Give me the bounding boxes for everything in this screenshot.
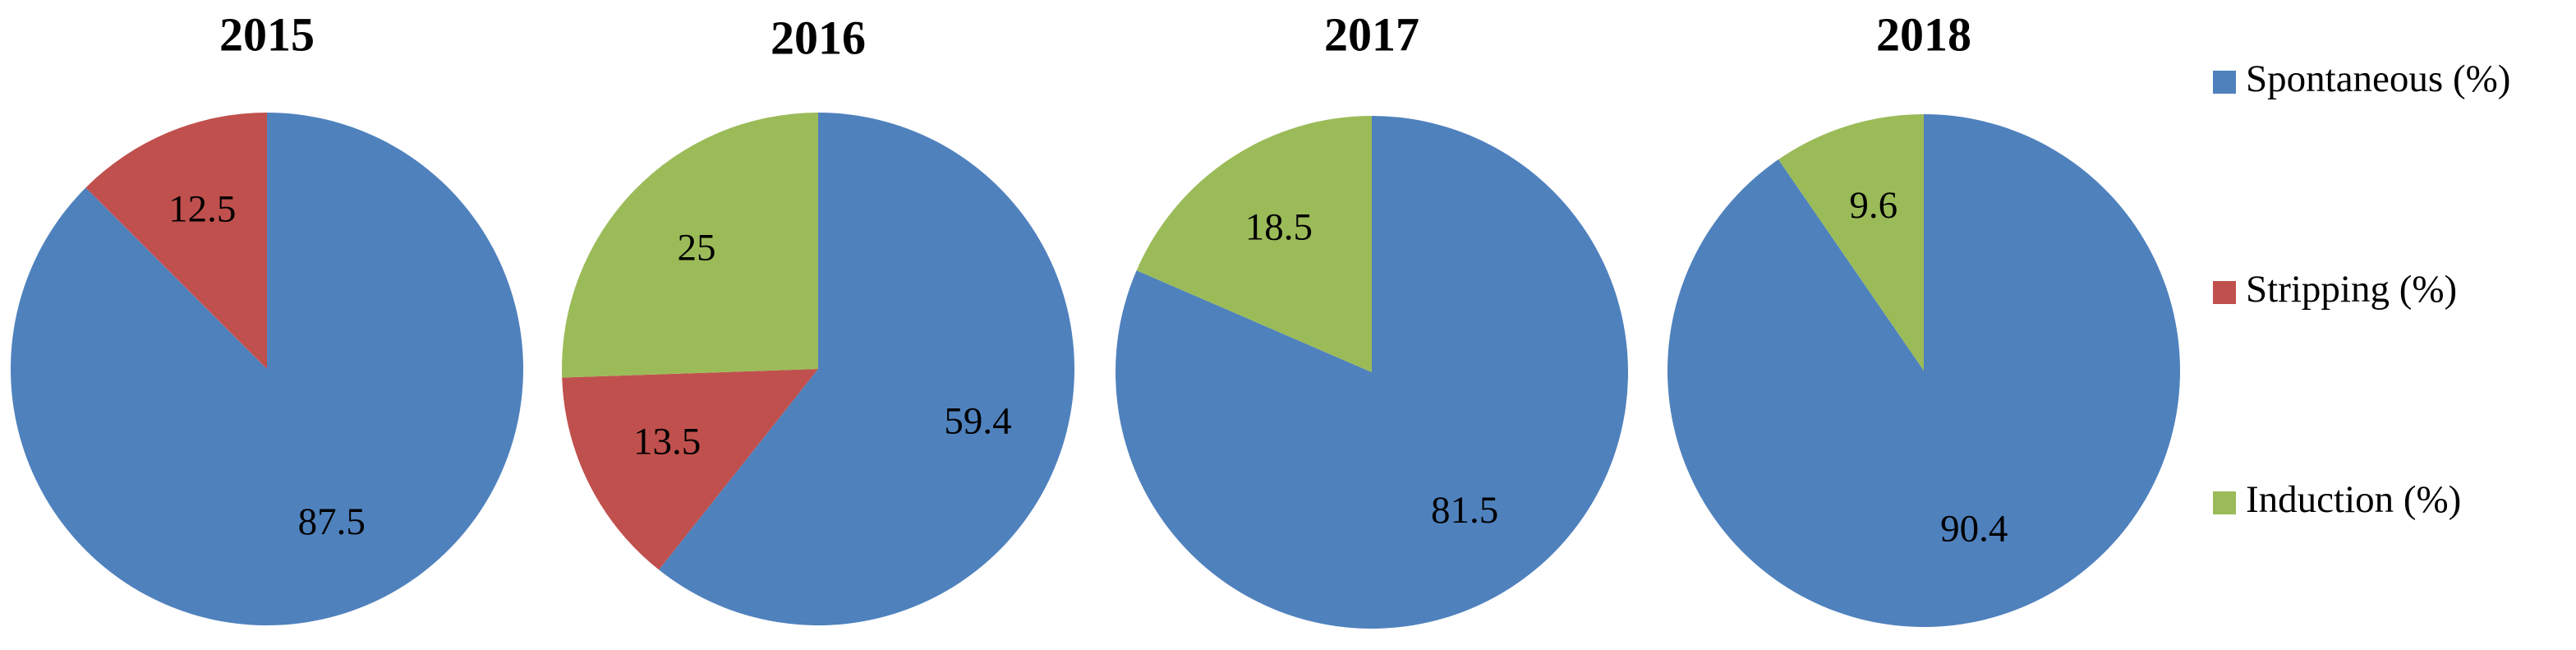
pie-title: 2015: [219, 7, 315, 61]
pie-slice-spontaneous: [10, 113, 523, 626]
legend-label: Induction (%): [2246, 478, 2461, 521]
legend-swatch: [2213, 281, 2236, 304]
legend-swatch: [2213, 71, 2236, 94]
pie-title: 2016: [770, 11, 866, 64]
pie-2017: 2017 81.5 18.5: [1115, 7, 1628, 629]
pie-slice-stripping: [562, 369, 818, 570]
pie-title: 2018: [1876, 7, 1971, 61]
slice-label-spontaneous: 87.5: [298, 500, 366, 543]
legend-item-stripping: Stripping (%): [2213, 268, 2457, 311]
slice-label-spontaneous: 90.4: [1940, 507, 2008, 550]
pie-title: 2017: [1324, 7, 1419, 61]
legend-label: Spontaneous (%): [2246, 58, 2510, 100]
pie-slice-induction: [1136, 116, 1372, 372]
pie-2015: 2015 87.5 12.5: [10, 7, 523, 626]
pie-slice-stripping: [85, 113, 267, 369]
slice-label-spontaneous: 81.5: [1431, 489, 1498, 532]
slice-label-induction: 9.6: [1849, 184, 1898, 227]
pie-2018: 2018 90.4 9.6: [1668, 7, 2181, 627]
slice-label-stripping: 13.5: [633, 420, 701, 463]
pie-slice-spontaneous: [1115, 116, 1628, 629]
legend-item-spontaneous: Spontaneous (%): [2213, 58, 2510, 100]
pie-2016: 2016 59.4 13.5 25: [562, 11, 1075, 625]
pies-group: 201587.512.5201659.413.525201781.518.520…: [10, 7, 2181, 629]
pie-slice-induction: [562, 113, 818, 378]
pie-slice-spontaneous: [659, 113, 1075, 625]
legend: Spontaneous (%) Stripping (%) Induction (%…: [2213, 58, 2510, 521]
slice-label-stripping: 12.5: [168, 188, 236, 231]
slice-label-induction: 18.5: [1245, 206, 1313, 249]
slice-label-spontaneous: 59.4: [944, 400, 1011, 443]
pie-slice-spontaneous: [1668, 114, 2181, 627]
legend-item-induction: Induction (%): [2213, 478, 2461, 521]
pie-slice-induction: [1778, 114, 1924, 371]
legend-label: Stripping (%): [2246, 268, 2457, 311]
legend-swatch: [2213, 491, 2236, 514]
slice-label-induction: 25: [678, 227, 716, 270]
